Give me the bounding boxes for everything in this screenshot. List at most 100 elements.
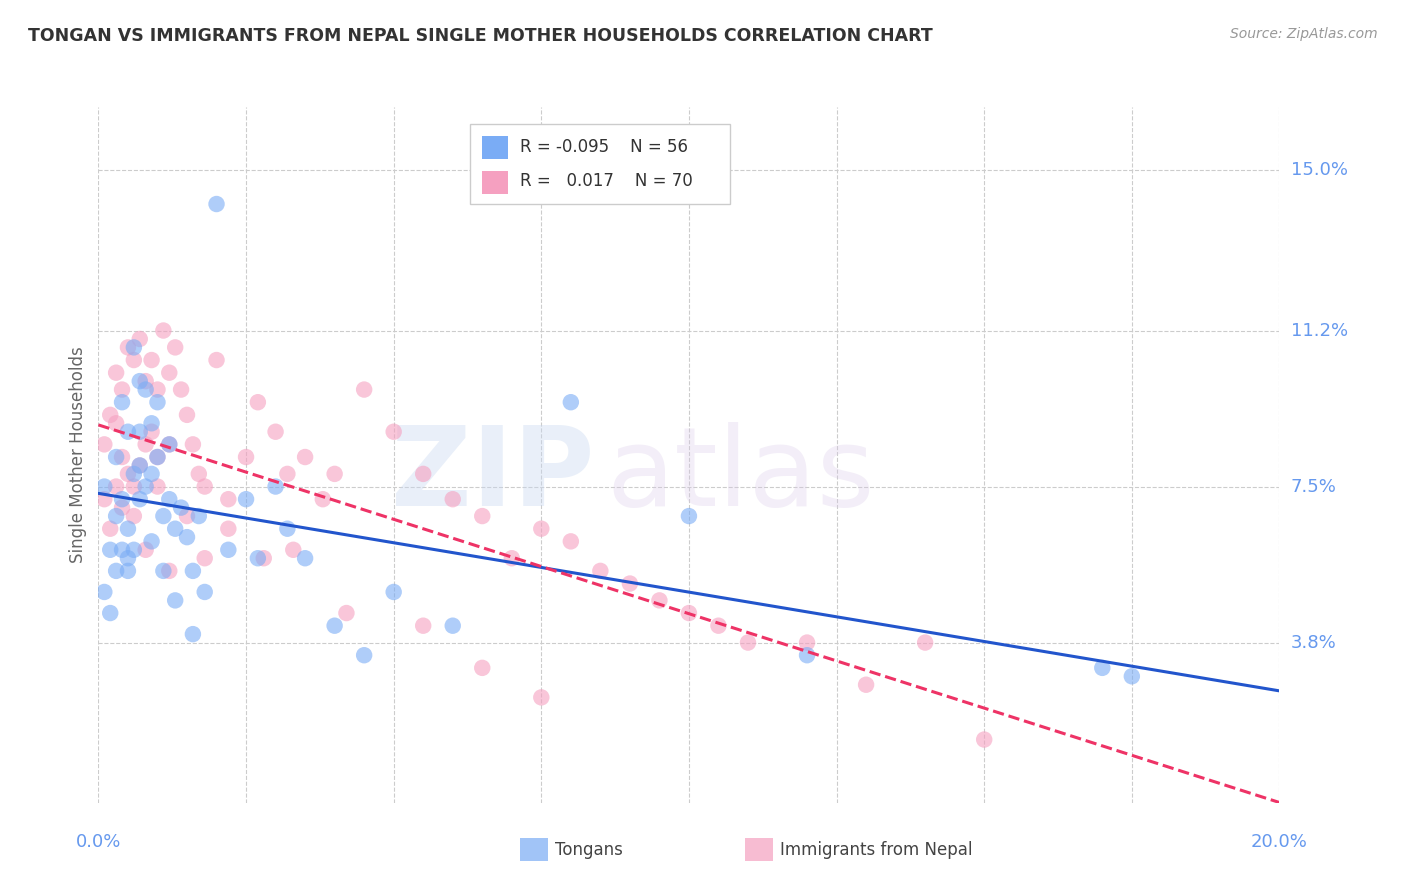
Text: Immigrants from Nepal: Immigrants from Nepal [780,841,973,859]
Text: Tongans: Tongans [555,841,623,859]
Point [560,395,582,409]
Point [157,437,180,451]
Point [283,542,305,557]
Point [117,340,139,354]
Point [117,467,139,481]
Point [128,492,150,507]
Point [796,648,818,663]
Point [471,509,494,524]
Point [146,383,169,397]
Point [194,585,217,599]
FancyBboxPatch shape [482,136,508,159]
Point [146,395,169,409]
Point [176,408,198,422]
Point [111,492,134,507]
Point [560,534,582,549]
Point [141,467,163,481]
Point [122,479,145,493]
Text: ZIP: ZIP [391,422,595,529]
Point [382,585,405,599]
Point [501,551,523,566]
Point [194,551,217,566]
Point [141,425,163,439]
Point [105,564,128,578]
Point [678,509,700,524]
Point [217,492,239,507]
Point [412,467,434,481]
Point [253,551,276,566]
Point [141,353,163,368]
Point [128,458,150,473]
Point [135,437,157,451]
Point [93,585,115,599]
Point [276,522,298,536]
Point [323,467,346,481]
Point [176,509,198,524]
Point [93,437,115,451]
Point [217,542,239,557]
Point [128,458,150,473]
Text: atlas: atlas [606,422,875,529]
Point [117,522,139,536]
Point [141,417,163,431]
Point [105,450,128,464]
Point [157,564,180,578]
Point [105,417,128,431]
FancyBboxPatch shape [471,124,730,204]
Text: Source: ZipAtlas.com: Source: ZipAtlas.com [1230,27,1378,41]
Point [181,437,204,451]
Point [737,635,759,649]
Point [276,467,298,481]
Point [157,366,180,380]
Point [294,450,316,464]
Point [128,374,150,388]
Point [98,522,121,536]
Point [412,618,434,632]
Point [111,395,134,409]
Point [217,522,239,536]
Point [264,425,287,439]
Point [353,648,375,663]
Point [187,467,209,481]
Point [170,383,193,397]
Point [855,678,877,692]
Point [93,492,115,507]
Point [98,408,121,422]
Point [152,564,174,578]
Text: 11.2%: 11.2% [1291,321,1348,340]
Y-axis label: Single Mother Households: Single Mother Households [69,347,87,563]
Point [135,542,157,557]
Point [648,593,671,607]
Point [264,479,287,493]
Point [441,492,464,507]
Point [146,479,169,493]
Point [111,383,134,397]
Text: 15.0%: 15.0% [1291,161,1347,179]
Point [619,576,641,591]
Point [105,479,128,493]
Point [205,197,228,211]
Point [1091,661,1114,675]
Point [152,324,174,338]
Point [678,606,700,620]
Point [353,383,375,397]
Point [117,551,139,566]
Point [122,467,145,481]
Point [117,564,139,578]
Point [1121,669,1143,683]
Point [122,542,145,557]
Point [98,606,121,620]
Point [194,479,217,493]
Text: 0.0%: 0.0% [76,833,121,851]
Text: 7.5%: 7.5% [1291,477,1337,496]
Point [914,635,936,649]
Point [105,366,128,380]
Point [117,425,139,439]
FancyBboxPatch shape [482,171,508,194]
Point [157,437,180,451]
Point [98,542,121,557]
Point [471,661,494,675]
Point [135,374,157,388]
Point [441,618,464,632]
Text: 3.8%: 3.8% [1291,633,1336,651]
